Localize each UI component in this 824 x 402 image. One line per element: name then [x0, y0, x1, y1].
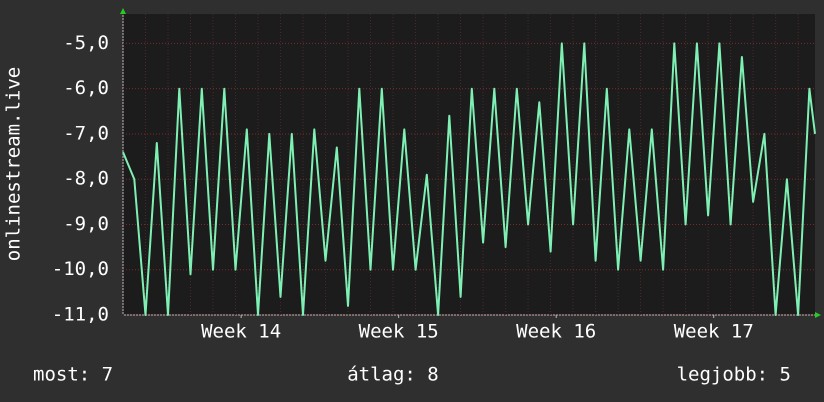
y-tick-label: -8,0: [63, 168, 109, 190]
legend-item: legjobb: 5: [677, 364, 791, 386]
x-tick-label: Week 16: [516, 321, 596, 343]
y-tick-label: -6,0: [63, 77, 109, 99]
axis-arrow: [120, 8, 126, 14]
y-tick-label: -11,0: [52, 304, 109, 326]
x-tick-label: Week 17: [674, 321, 754, 343]
y-axis-label: onlinestream.live: [3, 67, 25, 261]
axis-arrow: [815, 312, 821, 318]
y-tick-label: -10,0: [52, 258, 109, 280]
data-line: [122, 42, 816, 316]
legend-item: most: 7: [33, 364, 113, 386]
y-tick-label: -9,0: [63, 213, 109, 235]
x-tick-label: Week 14: [201, 321, 281, 343]
y-tick-label: -5,0: [63, 32, 109, 54]
plot-area: [123, 14, 815, 315]
x-tick-label: Week 15: [359, 321, 439, 343]
legend-item: átlag: 8: [347, 364, 439, 386]
y-tick-label: -7,0: [63, 122, 109, 144]
